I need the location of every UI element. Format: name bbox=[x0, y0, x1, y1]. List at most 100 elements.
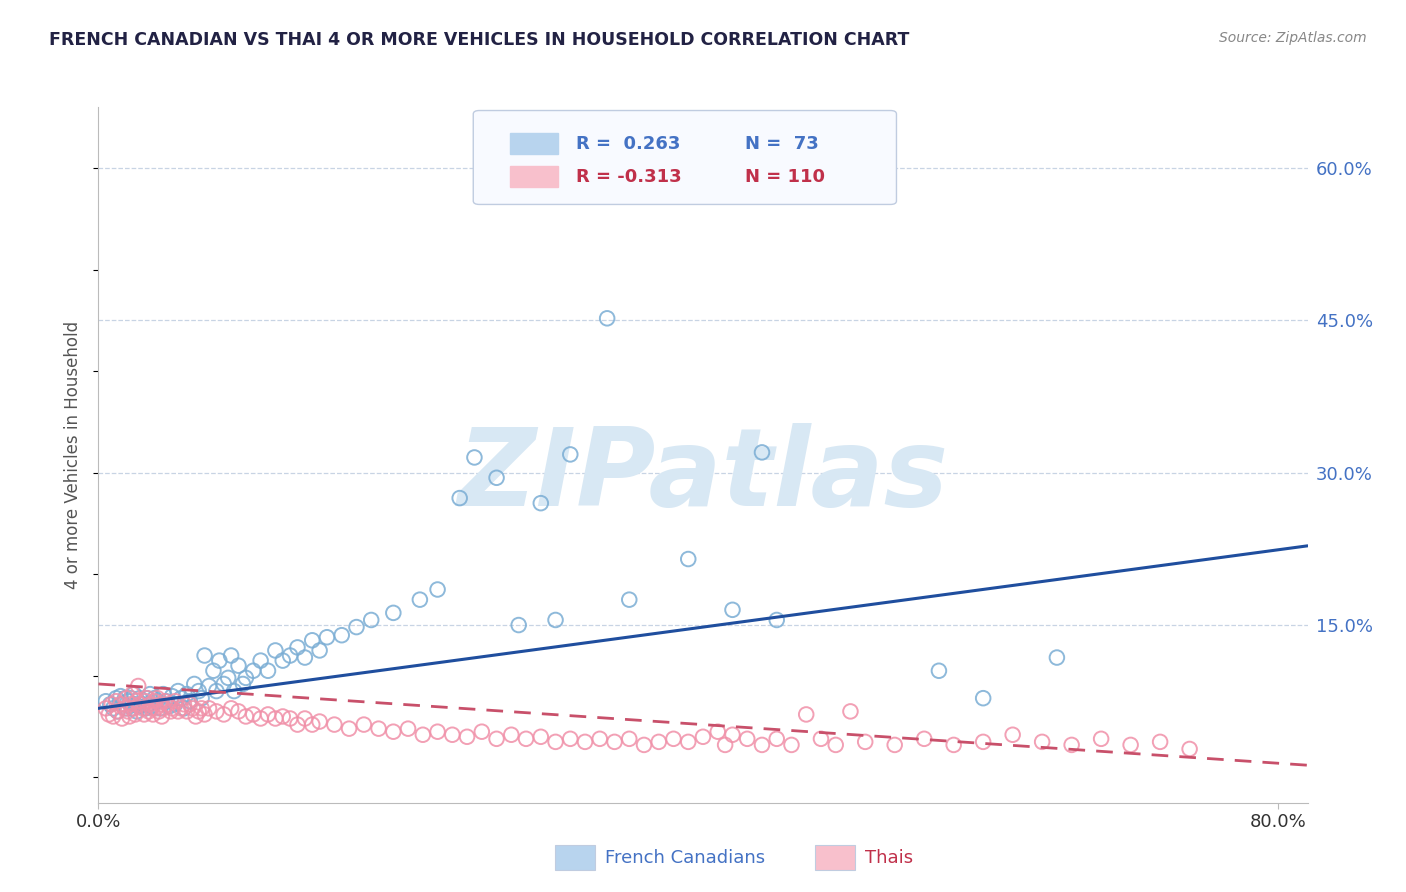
Point bbox=[501, 728, 523, 742]
Point bbox=[765, 613, 787, 627]
Point bbox=[530, 730, 553, 744]
Point bbox=[152, 687, 174, 701]
Point bbox=[212, 707, 235, 722]
Point bbox=[202, 664, 225, 678]
Point bbox=[1001, 728, 1024, 742]
Point bbox=[271, 709, 294, 723]
Point bbox=[165, 694, 187, 708]
Point bbox=[714, 738, 737, 752]
Point bbox=[125, 705, 148, 719]
Point bbox=[136, 691, 159, 706]
Point bbox=[194, 707, 217, 722]
Point bbox=[94, 701, 117, 715]
Point bbox=[337, 722, 360, 736]
Text: R = -0.313: R = -0.313 bbox=[576, 168, 682, 186]
Point bbox=[294, 650, 316, 665]
Point bbox=[134, 707, 156, 722]
Point bbox=[294, 711, 316, 725]
Point bbox=[136, 691, 159, 706]
Point bbox=[853, 735, 876, 749]
Point bbox=[485, 731, 508, 746]
Point bbox=[242, 707, 264, 722]
Point bbox=[235, 709, 257, 723]
Point bbox=[141, 699, 163, 714]
Point bbox=[242, 664, 264, 678]
Point bbox=[127, 679, 149, 693]
Point bbox=[122, 701, 145, 715]
Point bbox=[149, 698, 172, 712]
Point bbox=[1046, 650, 1069, 665]
Point bbox=[721, 603, 744, 617]
Point bbox=[360, 613, 382, 627]
Point bbox=[912, 731, 935, 746]
Point bbox=[157, 699, 180, 714]
Point bbox=[662, 731, 685, 746]
Point bbox=[346, 620, 368, 634]
Point bbox=[301, 717, 323, 731]
Point bbox=[146, 691, 169, 706]
Point bbox=[160, 701, 183, 715]
Point bbox=[278, 648, 301, 663]
Point bbox=[205, 684, 228, 698]
Point bbox=[308, 714, 330, 729]
Point bbox=[1119, 738, 1142, 752]
Point bbox=[824, 738, 846, 752]
Point bbox=[170, 691, 193, 706]
Point bbox=[780, 738, 803, 752]
Text: N = 110: N = 110 bbox=[745, 168, 825, 186]
Point bbox=[150, 709, 173, 723]
Point bbox=[131, 701, 153, 715]
Point bbox=[316, 630, 339, 644]
Point bbox=[544, 735, 567, 749]
Point bbox=[426, 582, 449, 597]
Point bbox=[176, 687, 198, 701]
Point bbox=[159, 705, 181, 719]
Point bbox=[190, 691, 212, 706]
Point bbox=[117, 694, 139, 708]
Point bbox=[120, 698, 142, 712]
Point bbox=[1090, 731, 1112, 746]
Point bbox=[765, 731, 787, 746]
Point bbox=[449, 491, 471, 505]
Point bbox=[131, 698, 153, 712]
Point bbox=[219, 648, 242, 663]
Point bbox=[205, 705, 228, 719]
Point bbox=[124, 707, 146, 722]
Point bbox=[810, 731, 832, 746]
Point bbox=[560, 731, 582, 746]
Point bbox=[412, 728, 434, 742]
Text: FRENCH CANADIAN VS THAI 4 OR MORE VEHICLES IN HOUSEHOLD CORRELATION CHART: FRENCH CANADIAN VS THAI 4 OR MORE VEHICL… bbox=[49, 31, 910, 49]
Point bbox=[222, 684, 245, 698]
Point bbox=[508, 618, 530, 632]
Point bbox=[183, 677, 205, 691]
Point bbox=[463, 450, 485, 465]
Point bbox=[149, 701, 172, 715]
Point bbox=[94, 694, 117, 708]
Point bbox=[678, 552, 700, 566]
Point bbox=[330, 628, 353, 642]
Point bbox=[574, 735, 596, 749]
Point bbox=[152, 701, 174, 715]
Point bbox=[167, 705, 190, 719]
Point bbox=[190, 701, 212, 715]
Point bbox=[111, 711, 134, 725]
Point bbox=[678, 735, 700, 749]
Point bbox=[596, 311, 619, 326]
Point bbox=[648, 735, 671, 749]
Point bbox=[603, 735, 626, 749]
Point bbox=[353, 717, 375, 731]
Point bbox=[165, 698, 187, 712]
Point bbox=[589, 731, 612, 746]
Point bbox=[121, 701, 143, 715]
Point bbox=[105, 691, 128, 706]
Point bbox=[110, 689, 132, 703]
Point bbox=[179, 698, 201, 712]
Point bbox=[179, 694, 201, 708]
Point bbox=[114, 701, 136, 715]
Point bbox=[217, 671, 239, 685]
Point bbox=[232, 677, 254, 691]
Point bbox=[145, 701, 167, 715]
Point bbox=[153, 694, 176, 708]
Point bbox=[619, 592, 641, 607]
Point bbox=[301, 633, 323, 648]
